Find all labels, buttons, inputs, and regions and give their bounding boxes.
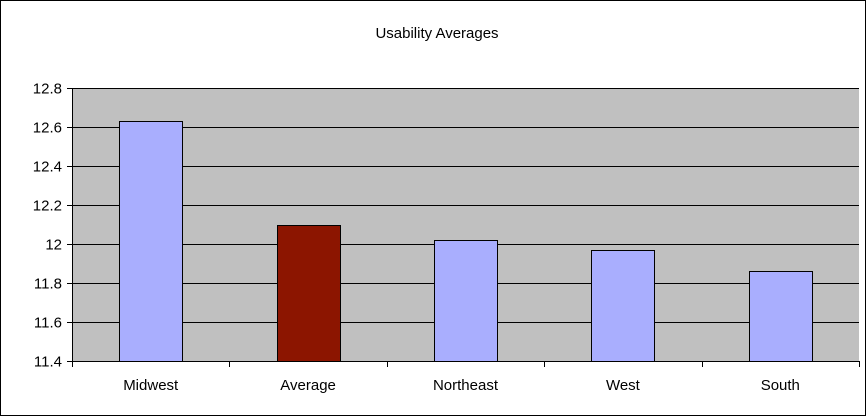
bar-northeast bbox=[434, 240, 498, 362]
category-label: Midwest bbox=[123, 377, 179, 394]
y-tick-label: 12.6 bbox=[33, 120, 62, 137]
y-tick-label: 12.2 bbox=[33, 198, 62, 215]
y-tick-labels: 11.4 11.6 11.8 12 12.2 12.4 12.6 12.8 bbox=[33, 81, 62, 371]
y-tick-label: 12 bbox=[45, 237, 62, 254]
axes bbox=[67, 88, 860, 367]
x-category-labels: Midwest Average Northeast West South bbox=[123, 377, 800, 394]
y-tick-label: 11.8 bbox=[34, 276, 62, 293]
chart-title: Usability Averages bbox=[375, 25, 498, 42]
bar-south bbox=[749, 271, 813, 362]
category-label: Northeast bbox=[433, 377, 499, 394]
y-tick-label: 12.4 bbox=[33, 159, 62, 176]
bars bbox=[119, 121, 813, 362]
y-tick-label: 11.6 bbox=[34, 315, 62, 332]
category-label: Average bbox=[280, 377, 336, 394]
category-label: South bbox=[761, 377, 800, 394]
category-label: West bbox=[606, 377, 641, 394]
bar-midwest bbox=[119, 121, 183, 362]
y-tick-label: 12.8 bbox=[33, 81, 62, 98]
y-tick-label: 11.4 bbox=[34, 354, 62, 371]
bar-average bbox=[277, 225, 341, 362]
bar-west bbox=[591, 250, 655, 362]
